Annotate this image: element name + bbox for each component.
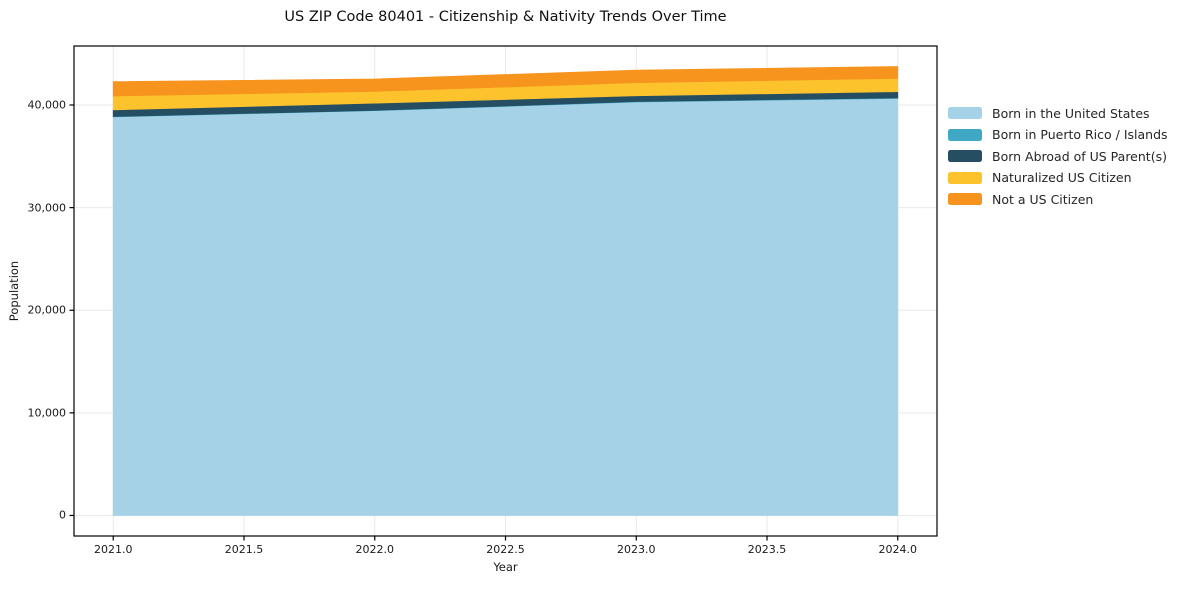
legend-label: Born in Puerto Rico / Islands <box>992 127 1168 142</box>
stacked-area-plot <box>69 45 938 541</box>
y-tick-label: 40,000 <box>27 98 67 112</box>
legend-item-born-in-the-united-states: Born in the United States <box>948 105 1168 121</box>
legend-item-not-a-us-citizen: Not a US Citizen <box>948 191 1168 207</box>
y-tick-label: 30,000 <box>27 201 67 215</box>
legend-swatch-icon <box>948 193 982 205</box>
area-born-in-the-united-states <box>112 97 899 516</box>
y-axis-label: Population <box>7 260 21 322</box>
x-axis-label: Year <box>493 560 518 574</box>
y-tick-label: 20,000 <box>27 303 67 317</box>
legend: Born in the United States Born in Puerto … <box>948 105 1168 215</box>
legend-label: Naturalized US Citizen <box>992 170 1132 185</box>
x-tick-label: 2023.0 <box>617 543 656 556</box>
legend-swatch-icon <box>948 150 982 162</box>
y-tick-label: 10,000 <box>27 406 67 420</box>
x-tick-label: 2024.0 <box>878 543 918 556</box>
x-tick-label: 2021.5 <box>224 543 264 556</box>
y-tick-label: 0 <box>59 508 66 522</box>
x-tick-label: 2022.5 <box>486 543 525 556</box>
x-tick-label: 2023.5 <box>747 543 787 556</box>
legend-swatch-icon <box>948 107 982 119</box>
legend-swatch-icon <box>948 171 982 184</box>
legend-item-born-in-puerto-rico-islands: Born in Puerto Rico / Islands <box>948 127 1168 142</box>
legend-swatch-icon <box>948 128 982 141</box>
x-tick-label: 2022.0 <box>355 543 394 556</box>
chart-title: US ZIP Code 80401 - Citizenship & Nativi… <box>284 9 727 25</box>
area-not-a-us-citizen <box>112 66 899 97</box>
legend-item-naturalized-us-citizen: Naturalized US Citizen <box>948 170 1168 185</box>
legend-label: Born in the United States <box>992 105 1150 121</box>
x-tick-label: 2021.0 <box>93 543 133 556</box>
legend-label: Born Abroad of US Parent(s) <box>992 148 1167 164</box>
legend-label: Not a US Citizen <box>992 191 1094 207</box>
legend-item-born-abroad-of-us-parent-s: Born Abroad of US Parent(s) <box>948 148 1168 164</box>
